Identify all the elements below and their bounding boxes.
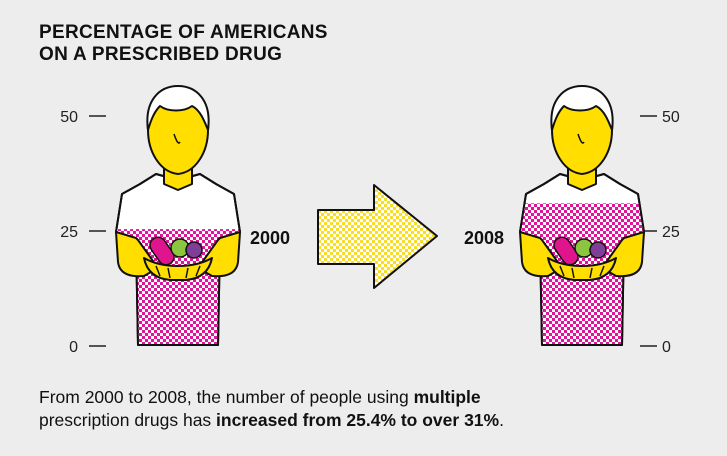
y-tick-label-left: 50 bbox=[60, 109, 78, 126]
y-tick-label-right: 50 bbox=[662, 109, 680, 126]
arrow-right-icon bbox=[317, 184, 438, 289]
person-figure bbox=[519, 85, 645, 346]
caption-line-1: From 2000 to 2008, the number of people … bbox=[39, 386, 504, 409]
nose bbox=[577, 133, 585, 144]
caption-line-2-bold: increased from 25.4% to over 31% bbox=[216, 410, 500, 430]
caption-line-2: prescription drugs has increased from 25… bbox=[39, 409, 504, 432]
finger-lines bbox=[559, 265, 605, 279]
caption-line-2-text: prescription drugs has bbox=[39, 410, 217, 430]
pill-purple-icon bbox=[185, 241, 203, 259]
caption: From 2000 to 2008, the number of people … bbox=[39, 386, 504, 432]
category-label: 2000 bbox=[250, 228, 290, 248]
title-line-1: PERCENTAGE OF AMERICANS bbox=[39, 22, 328, 43]
cupped-hands bbox=[547, 257, 617, 281]
pill-pink-icon bbox=[149, 236, 175, 266]
finger-lines bbox=[155, 265, 201, 279]
category-label: 2008 bbox=[464, 228, 504, 248]
hair bbox=[550, 85, 614, 131]
y-tick-label-left: 25 bbox=[60, 224, 78, 241]
chart-area: 0 0 25 25 50 50 2000 2008 bbox=[60, 85, 680, 356]
nose bbox=[173, 133, 181, 144]
caption-line-2-end: . bbox=[499, 410, 504, 430]
pill-purple-icon bbox=[589, 241, 607, 259]
person-figure bbox=[115, 85, 241, 346]
caption-line-1-text: From 2000 to 2008, the number of people … bbox=[39, 387, 414, 407]
cupped-hands bbox=[143, 257, 213, 281]
pill-pink-icon bbox=[553, 236, 579, 266]
hair bbox=[146, 85, 210, 131]
title-line-2: ON A PRESCRIBED DRUG bbox=[39, 44, 283, 65]
chart-title: PERCENTAGE OF AMERICANS ON A PRESCRIBED … bbox=[39, 22, 328, 66]
y-tick-label-right: 25 bbox=[662, 224, 680, 241]
y-tick-label-left: 0 bbox=[69, 339, 78, 356]
y-tick-label-right: 0 bbox=[662, 339, 671, 356]
caption-line-1-bold: multiple bbox=[413, 387, 481, 407]
